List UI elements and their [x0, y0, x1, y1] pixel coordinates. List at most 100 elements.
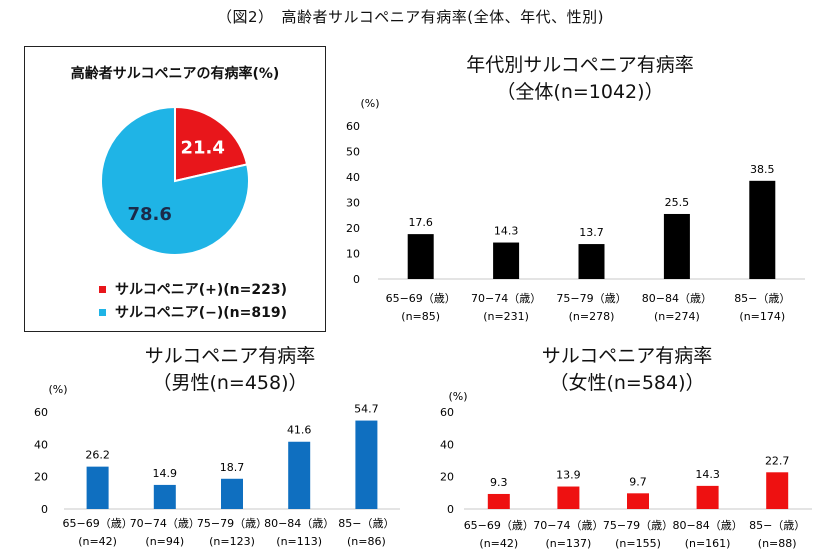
y-axis-unit-label: (%)	[448, 390, 467, 403]
x-n-label: (n=137)	[546, 537, 592, 550]
x-n-label: (n=278)	[569, 310, 615, 323]
y-tick-label: 40	[440, 438, 454, 451]
x-category-label: 65−69（歳）	[62, 517, 132, 530]
bar-value-label: 38.5	[750, 163, 775, 176]
male-chart-title-line1: サルコペニア有病率	[144, 345, 316, 367]
pie-slice-positive	[174, 105, 249, 183]
x-category-label: 80−84（歳）	[672, 519, 742, 532]
x-n-label: (n=123)	[209, 535, 255, 548]
y-tick-label: 20	[34, 471, 48, 484]
x-category-label: 65−69（歳）	[464, 519, 534, 532]
x-category-label: 75−79（歳）	[603, 519, 673, 532]
legend-item-positive: サルコペニア(+)(n=223)	[99, 279, 287, 299]
x-n-label: (n=113)	[276, 535, 322, 548]
x-category-label: 80−84（歳）	[642, 292, 712, 305]
x-category-label: 75−79（歳）	[197, 517, 267, 530]
y-tick-label: 20	[346, 222, 360, 235]
bar-value-label: 22.7	[765, 454, 790, 467]
y-tick-label: 40	[34, 438, 48, 451]
pie-chart-title: 高齢者サルコペニアの有病率(%)	[70, 66, 280, 82]
male-chart-title-line2: （男性(n=458)）	[152, 372, 308, 394]
female-chart-title-line2: （女性(n=584)）	[549, 372, 705, 394]
bar-2	[578, 244, 605, 279]
female-chart-title: サルコペニア有病率 （女性(n=584)）	[497, 343, 757, 397]
pie-slice-label-positive: 21.4	[180, 137, 224, 158]
legend-label-positive: サルコペニア(+)(n=223)	[115, 282, 287, 298]
pie-chart: 21.4 78.6	[100, 105, 250, 256]
overall-bar-chart: (%) 0 10 20 30 40 50 60 17.6 65−69（歳） (n=85) 14.3 70…	[346, 97, 805, 323]
y-tick-label: 30	[346, 197, 360, 210]
legend-item-negative: サルコペニア(−)(n=819)	[99, 302, 287, 322]
y-tick-label: 0	[41, 503, 48, 516]
x-n-label: (n=42)	[78, 535, 117, 548]
legend-label-negative: サルコペニア(−)(n=819)	[115, 305, 287, 321]
bar-value-label: 18.7	[220, 461, 245, 474]
bar-1	[557, 486, 580, 509]
bar-1	[493, 242, 520, 279]
overall-chart-title-line1: 年代別サルコペニア有病率	[466, 54, 694, 76]
bar-4	[355, 420, 378, 509]
pie-slice-label-negative: 78.6	[127, 204, 171, 225]
x-n-label: (n=274)	[654, 310, 700, 323]
bar-1	[153, 484, 176, 509]
y-tick-label: 10	[346, 248, 360, 261]
bar-value-label: 41.6	[287, 424, 312, 437]
bar-0	[407, 234, 434, 279]
x-category-label: 85−（歳）	[749, 519, 805, 532]
bar-value-label: 14.9	[153, 467, 178, 480]
bar-0	[487, 493, 510, 509]
male-bar-chart: (%) 0 20 40 60 26.2 65−69（歳） (n=42) 14.9 70−74（歳）…	[34, 383, 400, 548]
x-category-label: 65−69（歳）	[386, 292, 456, 305]
bar-value-label: 13.7	[579, 226, 604, 239]
bar-value-label: 9.7	[629, 475, 647, 488]
x-n-label: (n=174)	[739, 310, 785, 323]
x-n-label: (n=42)	[479, 537, 518, 550]
bar-0	[86, 466, 109, 509]
pie-slice-negative	[100, 105, 250, 256]
bar-value-label: 13.9	[556, 469, 581, 482]
x-category-label: 70−74（歳）	[533, 519, 603, 532]
y-tick-label: 60	[440, 406, 454, 419]
y-tick-label: 60	[346, 120, 360, 133]
legend-swatch-negative	[99, 308, 106, 316]
bar-value-label: 26.2	[85, 449, 110, 462]
pie-chart-panel: 高齢者サルコペニアの有病率(%) 21.4 78.6 サルコペニア(+)(n=22…	[24, 46, 326, 332]
x-category-label: 85−（歳）	[734, 292, 790, 305]
x-n-label: (n=85)	[401, 310, 440, 323]
x-category-label: 70−74（歳）	[130, 517, 200, 530]
x-category-label: 75−79（歳）	[556, 292, 626, 305]
bar-value-label: 14.3	[695, 468, 720, 481]
x-n-label: (n=86)	[347, 535, 386, 548]
y-tick-label: 0	[353, 273, 360, 286]
overall-chart-title-line2: （全体(n=1042)）	[496, 81, 664, 103]
y-tick-label: 50	[346, 146, 360, 159]
bar-3	[288, 441, 311, 509]
bar-value-label: 25.5	[665, 196, 690, 209]
x-category-label: 70−74（歳）	[471, 292, 541, 305]
y-tick-label: 0	[447, 503, 454, 516]
x-category-label: 85−（歳）	[338, 517, 394, 530]
figure-title: （図2） 高齢者サルコペニア有病率(全体、年代、性別)	[217, 8, 604, 26]
legend-swatch-positive	[99, 285, 106, 293]
x-n-label: (n=94)	[145, 535, 184, 548]
bar-2	[627, 493, 649, 509]
bar-4	[749, 180, 776, 279]
bar-value-label: 9.3	[490, 476, 508, 489]
bar-4	[766, 472, 789, 509]
bar-value-label: 14.3	[494, 225, 518, 238]
y-tick-label: 40	[346, 171, 360, 184]
y-axis-unit-label: (%)	[48, 383, 67, 396]
x-n-label: (n=88)	[758, 537, 797, 550]
female-chart-title-line1: サルコペニア有病率	[541, 345, 713, 367]
bar-2	[221, 478, 243, 509]
male-chart-title: サルコペニア有病率 （男性(n=458)）	[100, 343, 360, 397]
bar-value-label: 54.7	[354, 403, 379, 416]
y-tick-label: 60	[34, 406, 48, 419]
x-n-label: (n=231)	[483, 310, 529, 323]
bar-value-label: 17.6	[408, 216, 433, 229]
x-category-label: 80−84（歳）	[264, 517, 334, 530]
overall-chart-title: 年代別サルコペニア有病率 （全体(n=1042)）	[420, 52, 740, 106]
y-tick-label: 20	[440, 471, 454, 484]
x-n-label: (n=161)	[685, 537, 731, 550]
bar-3	[696, 485, 719, 509]
